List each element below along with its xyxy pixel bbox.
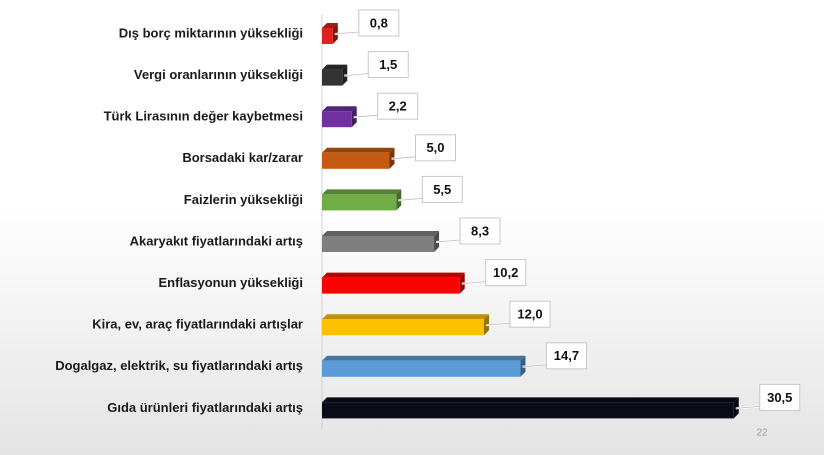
category-label: Borsadaki kar/zarar	[182, 150, 303, 165]
leader-line	[334, 31, 359, 35]
page-number: 22	[756, 428, 768, 439]
value-label: 5,5	[433, 182, 451, 197]
value-label-box	[545, 342, 587, 370]
bar	[322, 319, 484, 336]
bar	[322, 402, 734, 419]
value-label-box	[509, 300, 551, 328]
category-label: Akaryakıt fiyatlarındaki artış	[130, 233, 303, 248]
bar	[322, 236, 435, 252]
value-label-box	[367, 51, 409, 79]
category-label: Enflasyonun yüksekliği	[159, 275, 304, 290]
leader-line	[436, 239, 461, 243]
category-label: Kira, ev, araç fiyatlarındaki artışlar	[92, 317, 303, 332]
value-label: 30,5	[767, 390, 792, 405]
bar	[322, 152, 390, 169]
bar-top-face	[322, 64, 348, 70]
value-label-box	[459, 217, 501, 245]
bar-top-face	[322, 355, 526, 361]
value-label: 1,5	[379, 57, 397, 72]
category-label: Türk Lirasının değer kaybetmesi	[104, 109, 303, 124]
bar-top-face	[322, 272, 465, 278]
category-label: Dogalgaz, elektrik, su fiyatlarındaki ar…	[55, 358, 303, 373]
bar-top-face	[322, 397, 739, 403]
value-label-box	[759, 383, 801, 411]
leader-line	[344, 73, 369, 76]
value-label-box	[485, 259, 527, 287]
value-label-box	[421, 175, 463, 203]
bar	[322, 69, 343, 86]
bar	[322, 277, 460, 294]
leader-line	[522, 364, 547, 368]
leader-line	[735, 406, 760, 409]
value-label: 8,3	[471, 223, 489, 238]
category-label: Vergi oranlarının yüksekliği	[134, 67, 303, 82]
value-label: 0,8	[370, 15, 388, 30]
value-label: 5,0	[426, 140, 444, 155]
value-label-box	[377, 92, 419, 120]
bar	[322, 360, 521, 377]
value-label-box	[415, 134, 456, 162]
value-label: 10,2	[493, 265, 518, 280]
bar-top-face	[322, 231, 440, 236]
value-label-box	[358, 9, 400, 37]
value-label: 14,7	[554, 348, 579, 363]
leader-line	[398, 198, 423, 201]
bar-top-face	[322, 314, 489, 320]
bar	[322, 28, 333, 44]
bar-top-face	[322, 106, 357, 112]
category-label: Gıda ürünleri fiyatlarındaki artış	[107, 400, 303, 415]
leader-line	[485, 322, 511, 326]
bar-top-face	[322, 23, 338, 28]
value-label: 12,0	[517, 307, 542, 322]
leader-line	[391, 156, 416, 160]
bar	[322, 111, 352, 128]
value-label: 2,2	[389, 99, 407, 114]
bar-top-face	[322, 147, 395, 153]
leader-line	[461, 281, 486, 284]
category-label: Faizlerin yüksekliği	[184, 192, 303, 207]
bar	[322, 194, 397, 211]
bar-top-face	[322, 189, 402, 195]
leader-line	[353, 114, 378, 118]
category-label: Dış borç miktarının yüksekliği	[119, 25, 303, 40]
